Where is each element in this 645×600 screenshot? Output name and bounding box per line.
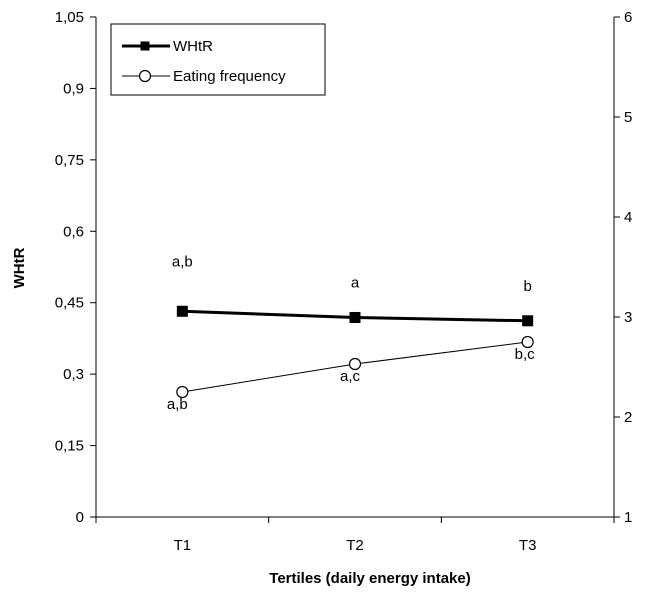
legend-label-eating-frequency: Eating frequency xyxy=(173,68,286,85)
series-marker-eating-frequency-0 xyxy=(176,385,189,399)
left-tick-label: 0,3 xyxy=(63,366,84,383)
left-tick-label: 0,45 xyxy=(55,295,84,312)
significance-label: a xyxy=(351,274,360,291)
series-layer xyxy=(176,305,534,399)
legend: WHtR Eating frequency xyxy=(110,23,326,96)
right-tick-label: 5 xyxy=(624,109,632,126)
x-axis-ticks: T1 T2 T3 xyxy=(95,517,615,554)
significance-label: b,c xyxy=(515,346,536,363)
right-tick-label: 3 xyxy=(624,309,632,326)
legend-marker-whtr xyxy=(140,41,150,51)
series-marker-whtr-1 xyxy=(349,311,361,323)
right-tick-label: 2 xyxy=(624,409,632,426)
x-axis-title: Tertiles (daily energy intake) xyxy=(269,570,470,587)
x-tick-label: T3 xyxy=(519,537,537,554)
x-tick-label: T2 xyxy=(346,537,364,554)
y-axis-title: WHtR xyxy=(11,247,28,288)
annotation-layer: a,b a b a,b a,c b,c xyxy=(167,253,535,413)
series-marker-eating-frequency-2 xyxy=(521,335,534,349)
right-tick-label: 4 xyxy=(624,209,632,226)
right-tick-label: 6 xyxy=(624,9,632,26)
left-tick-label: 0 xyxy=(76,509,84,526)
series-marker-eating-frequency-1 xyxy=(348,357,362,371)
left-tick-label: 1,05 xyxy=(55,9,84,26)
series-marker-whtr-0 xyxy=(176,305,188,317)
left-tick-label: 0,6 xyxy=(63,223,84,240)
right-tick-label: 1 xyxy=(624,509,632,526)
legend-label-whtr: WHtR xyxy=(173,38,213,55)
left-tick-label: 0,75 xyxy=(55,152,84,169)
left-tick-label: 0,15 xyxy=(55,438,84,455)
legend-box xyxy=(110,23,326,96)
left-tick-label: 0,9 xyxy=(63,80,84,97)
significance-label: a,b xyxy=(167,396,188,413)
significance-label: a,c xyxy=(340,368,361,385)
left-axis-ticks: 0 0,15 0,3 0,45 0,6 0,75 0,9 1,05 xyxy=(55,9,96,526)
significance-label: b xyxy=(523,278,531,295)
significance-label: a,b xyxy=(172,253,193,270)
right-axis-ticks: 1 2 3 4 5 6 xyxy=(614,9,632,526)
legend-marker-eating-frequency xyxy=(138,69,152,83)
series-marker-whtr-2 xyxy=(522,315,534,327)
plot-frame xyxy=(95,17,615,518)
x-tick-label: T1 xyxy=(174,537,192,554)
